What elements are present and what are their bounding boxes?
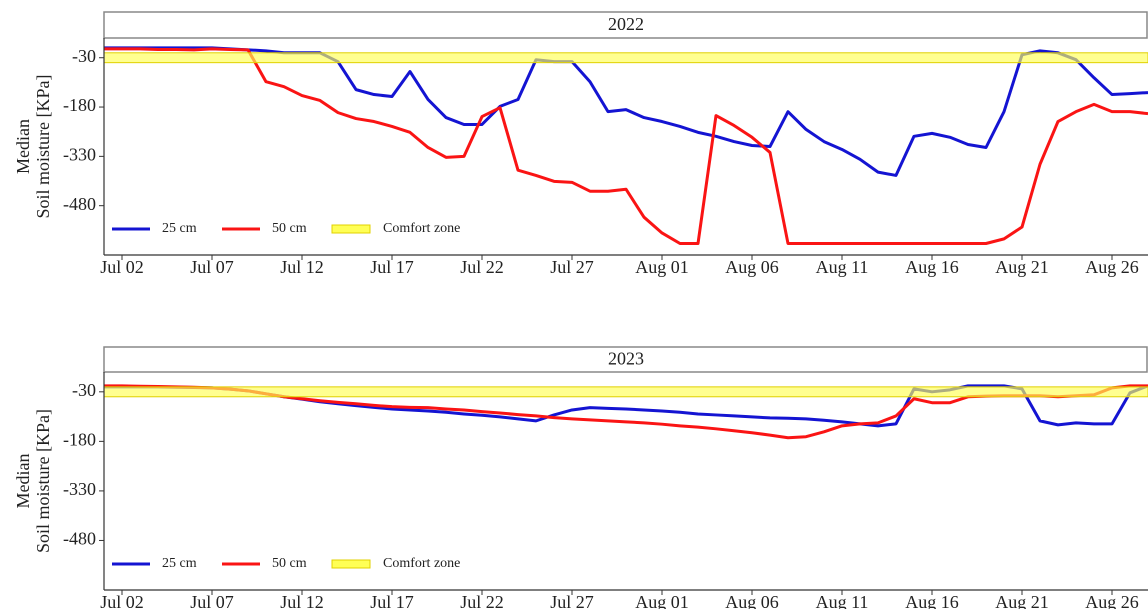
data-line: [104, 46, 1148, 177]
legend-label: 25 cm: [162, 221, 197, 236]
x-tick-label: Jul 17: [370, 257, 414, 277]
x-tick-label: Aug 06: [725, 257, 779, 277]
title-strip: [103, 11, 1148, 39]
panel-title: 2023: [608, 349, 644, 369]
y-axis-label: Soil moisture [KPa]: [33, 409, 53, 553]
y-axis-label: Soil moisture [KPa]: [33, 75, 53, 219]
legend-swatch: [331, 224, 371, 234]
y-tick-label: -480: [63, 194, 96, 214]
y-tick-label: -330: [63, 144, 96, 164]
legend-label: Comfort zone: [383, 221, 460, 236]
legend-label: 25 cm: [162, 556, 197, 571]
legend-label: 50 cm: [272, 556, 307, 571]
x-tick-label: Jul 07: [190, 592, 234, 609]
legend-swatch: [331, 559, 371, 569]
data-line: [104, 47, 1148, 245]
x-tick-label: Jul 07: [190, 257, 234, 277]
x-tick-label: Jul 12: [280, 257, 324, 277]
y-axis-label: Median: [13, 454, 33, 509]
x-tick-label: Jul 17: [370, 592, 414, 609]
x-tick-label: Aug 21: [995, 592, 1049, 609]
x-tick-label: Aug 26: [1085, 257, 1139, 277]
y-tick-label: -330: [63, 479, 96, 499]
x-tick-label: Jul 02: [100, 592, 144, 609]
x-tick-label: Aug 16: [905, 592, 959, 609]
y-axis-label: Median: [13, 119, 33, 174]
x-tick-label: Aug 26: [1085, 592, 1139, 609]
x-tick-label: Aug 06: [725, 592, 779, 609]
comfort-band: [103, 386, 1148, 398]
x-tick-label: Aug 11: [816, 592, 869, 609]
y-tick-label: -480: [63, 529, 96, 549]
legend-label: Comfort zone: [383, 556, 460, 571]
x-tick-label: Aug 21: [995, 257, 1049, 277]
x-tick-label: Aug 01: [635, 592, 689, 609]
y-tick-label: -180: [63, 95, 96, 115]
legend-label: 50 cm: [272, 221, 307, 236]
x-tick-label: Jul 22: [460, 592, 504, 609]
x-tick-label: Jul 27: [550, 257, 594, 277]
x-tick-label: Aug 11: [816, 257, 869, 277]
x-tick-label: Aug 16: [905, 257, 959, 277]
comfort-band: [103, 52, 1148, 64]
x-tick-label: Jul 27: [550, 592, 594, 609]
x-tick-label: Jul 12: [280, 592, 324, 609]
panel-title: 2022: [608, 14, 644, 34]
x-tick-label: Jul 22: [460, 257, 504, 277]
x-tick-label: Jul 02: [100, 257, 144, 277]
y-tick-label: -30: [72, 46, 96, 66]
x-tick-label: Aug 01: [635, 257, 689, 277]
y-tick-label: -30: [72, 380, 96, 400]
y-tick-label: -180: [63, 429, 96, 449]
title-strip: [103, 346, 1148, 373]
